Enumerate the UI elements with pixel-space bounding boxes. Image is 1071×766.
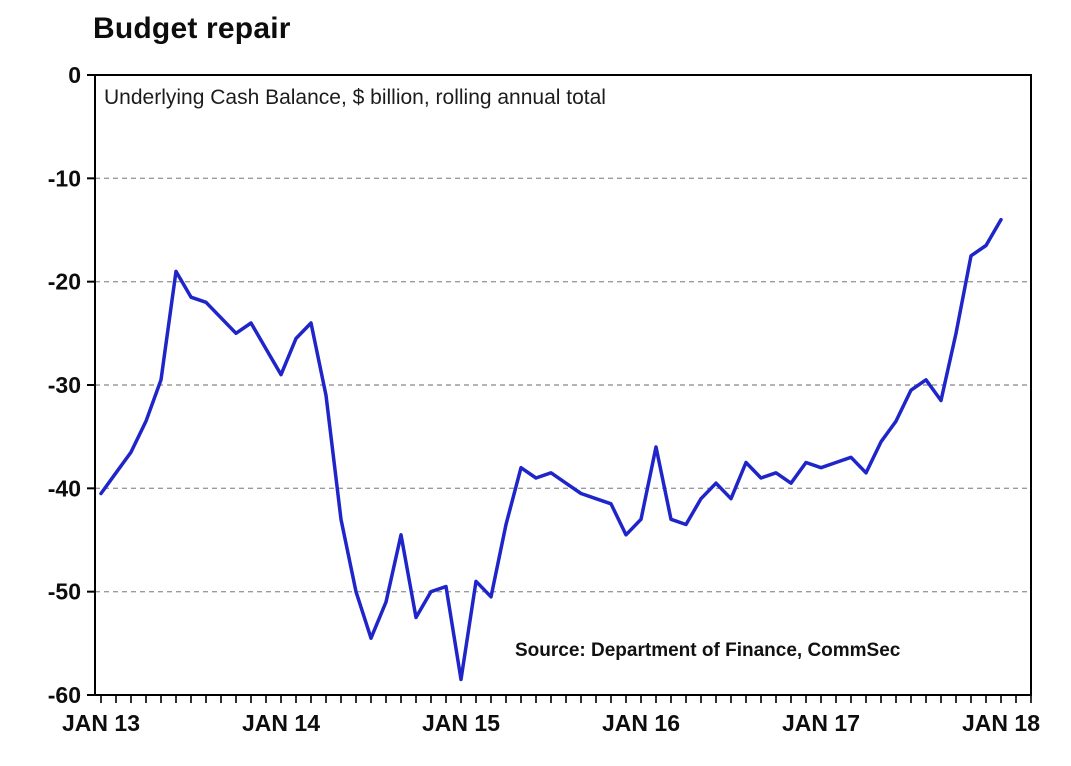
y-axis-label: -20 xyxy=(48,269,81,295)
x-axis-label: JAN 15 xyxy=(422,710,500,736)
y-axis-label: -10 xyxy=(48,165,81,191)
y-axis-label: 0 xyxy=(68,62,81,88)
x-axis-label: JAN 16 xyxy=(602,710,680,736)
y-axis-label: -60 xyxy=(48,682,81,708)
chart-subtitle: Underlying Cash Balance, $ billion, roll… xyxy=(104,86,606,109)
source-note: Source: Department of Finance, CommSec xyxy=(515,640,901,661)
y-axis-label: -40 xyxy=(48,475,81,501)
x-axis-label: JAN 17 xyxy=(782,710,860,736)
x-axis-label: JAN 14 xyxy=(242,710,320,736)
cash-balance-line xyxy=(99,217,1003,682)
chart-title: Budget repair xyxy=(93,12,291,45)
y-axis-label: -30 xyxy=(48,372,81,398)
x-axis-label: JAN 13 xyxy=(62,710,140,736)
y-axis-label: -50 xyxy=(48,579,81,605)
x-axis-label: JAN 18 xyxy=(962,710,1040,736)
